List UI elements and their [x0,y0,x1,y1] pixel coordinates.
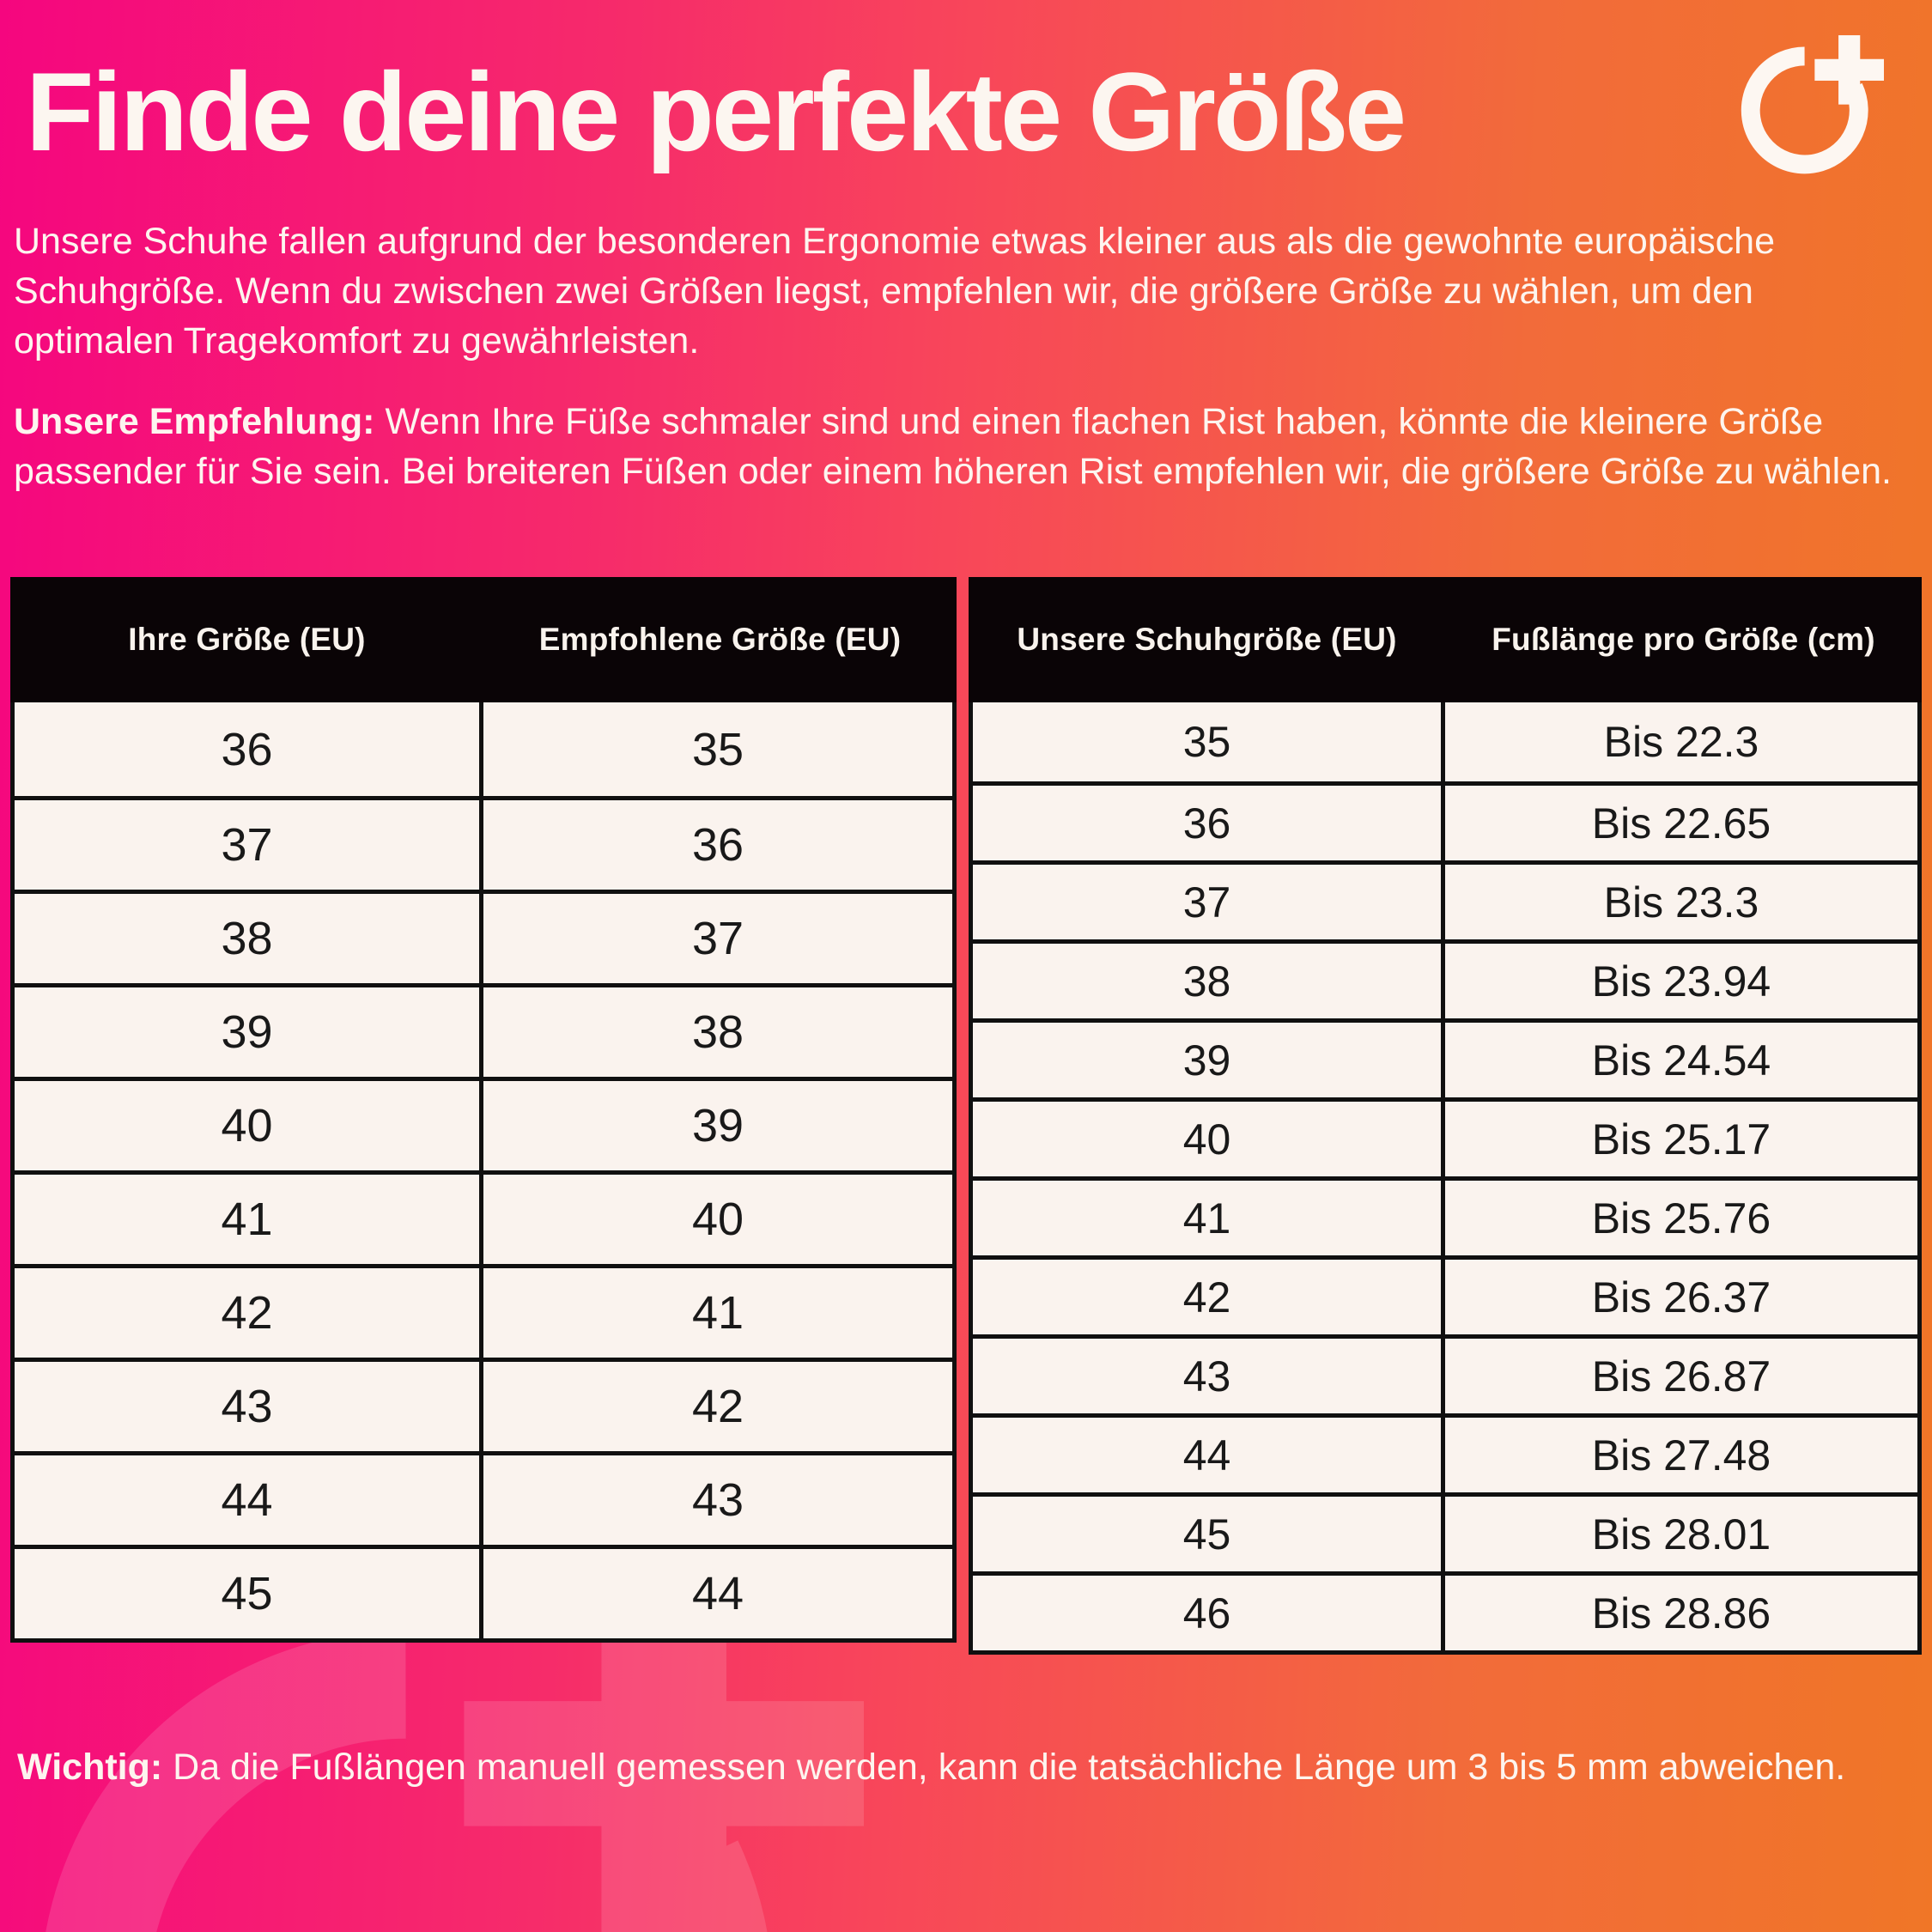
foot-length-cell: Bis 24.54 [1445,1023,1917,1097]
shoe-size-cell: 38 [973,944,1445,1018]
shoe-size-cell: 45 [973,1497,1445,1571]
foot-length-cell: Bis 28.86 [1445,1576,1917,1650]
table-row: 41 40 [15,1170,952,1264]
shoe-size-cell: 37 [973,865,1445,939]
shoe-size-cell: 35 [973,702,1445,781]
your-size-cell: 36 [15,702,483,796]
shoe-size-cell: 42 [973,1260,1445,1334]
shoe-size-cell: 43 [973,1339,1445,1413]
table-row: 46 Bis 28.86 [973,1571,1917,1650]
table-row: 39 38 [15,983,952,1077]
your-size-cell: 43 [15,1362,483,1451]
table-row: 42 Bis 26.37 [973,1255,1917,1334]
foot-length-cell: Bis 25.17 [1445,1102,1917,1176]
your-size-cell: 39 [15,987,483,1077]
recommendation-text: Wenn Ihre Füße schmaler sind und einen f… [14,401,1892,492]
table-row: 39 Bis 24.54 [973,1018,1917,1097]
table-row: 35 Bis 22.3 [973,702,1917,781]
column-header-recommended-size: Empfohlene Größe (EU) [538,622,902,657]
your-size-cell: 41 [15,1175,483,1264]
foot-length-cell: Bis 22.65 [1445,786,1917,860]
foot-length-cell: Bis 22.3 [1445,702,1917,781]
shoe-size-cell: 36 [973,786,1445,860]
your-size-cell: 45 [15,1549,483,1638]
recommended-size-cell: 37 [483,894,952,983]
table-row: 36 35 [15,702,952,796]
recommended-size-cell: 41 [483,1268,952,1358]
foot-length-cell: Bis 28.01 [1445,1497,1917,1571]
foot-length-cell: Bis 26.37 [1445,1260,1917,1334]
table-row: 42 41 [15,1264,952,1358]
table-row: 40 39 [15,1077,952,1170]
recommended-size-cell: 38 [483,987,952,1077]
recommended-size-cell: 42 [483,1362,952,1451]
column-header-foot-length: Fußlänge pro Größe (cm) [1492,622,1875,657]
table-row: 38 Bis 23.94 [973,939,1917,1018]
your-size-cell: 38 [15,894,483,983]
table-row: 40 Bis 25.17 [973,1097,1917,1176]
tables-section: Ihre Größe (EU) Empfohlene Größe (EU) 36… [0,577,1932,1655]
circle-plus-logo-icon [1741,35,1884,174]
table-row: 44 43 [15,1451,952,1545]
foot-length-table-body: 35 Bis 22.3 36 Bis 22.65 37 Bis 23.3 [969,702,1922,1655]
recommended-size-cell: 36 [483,800,952,890]
table-row: 38 37 [15,890,952,983]
recommended-size-cell: 44 [483,1549,952,1638]
foot-length-cell: Bis 27.48 [1445,1418,1917,1492]
table-row: 41 Bis 25.76 [973,1176,1917,1255]
shoe-size-cell: 39 [973,1023,1445,1097]
page-title: Finde deine perfekte Größe [26,49,1406,174]
intro-paragraph: Unsere Schuhe fallen aufgrund der besond… [14,221,1775,361]
foot-length-cell: Bis 23.94 [1445,944,1917,1018]
shoe-size-cell: 46 [973,1576,1445,1650]
table-row: 37 36 [15,796,952,890]
shoe-size-cell: 41 [973,1181,1445,1255]
table-row: 44 Bis 27.48 [973,1413,1917,1492]
foot-length-table: Unsere Schuhgröße (EU) Fußlänge pro Größ… [969,577,1922,1655]
column-header-your-size: Ihre Größe (EU) [128,622,366,657]
recommended-size-cell: 35 [483,702,952,796]
your-size-cell: 44 [15,1455,483,1545]
size-table-header: Ihre Größe (EU) Empfohlene Größe (EU) [10,577,957,702]
your-size-cell: 42 [15,1268,483,1358]
shoe-size-cell: 40 [973,1102,1445,1176]
table-row: 45 44 [15,1545,952,1638]
table-row: 45 Bis 28.01 [973,1492,1917,1571]
table-row: 37 Bis 23.3 [973,860,1917,939]
size-table-body: 36 35 37 36 38 37 39 38 [10,702,957,1643]
your-size-cell: 40 [15,1081,483,1170]
foot-length-cell: Bis 23.3 [1445,865,1917,939]
table-row: 43 Bis 26.87 [973,1334,1917,1413]
foot-length-cell: Bis 26.87 [1445,1339,1917,1413]
your-size-cell: 37 [15,800,483,890]
table-row: 43 42 [15,1358,952,1451]
recommended-size-cell: 43 [483,1455,952,1545]
footnote-label: Wichtig: [17,1747,163,1788]
footnote: Wichtig: Da die Fußlängen manuell gemess… [17,1741,1863,1793]
foot-length-table-header: Unsere Schuhgröße (EU) Fußlänge pro Größ… [969,577,1922,702]
shoe-size-cell: 44 [973,1418,1445,1492]
recommended-size-cell: 40 [483,1175,952,1264]
column-header-our-shoe-size: Unsere Schuhgröße (EU) [1017,622,1397,657]
size-recommendation-table: Ihre Größe (EU) Empfohlene Größe (EU) 36… [10,577,957,1643]
foot-length-cell: Bis 25.76 [1445,1181,1917,1255]
footnote-text: Da die Fußlängen manuell gemessen werden… [162,1747,1846,1788]
recommended-size-cell: 39 [483,1081,952,1170]
table-row: 36 Bis 22.65 [973,781,1917,860]
recommendation-paragraph: Unsere Empfehlung: Wenn Ihre Füße schmal… [14,397,1913,496]
recommendation-label: Unsere Empfehlung: [14,401,375,442]
